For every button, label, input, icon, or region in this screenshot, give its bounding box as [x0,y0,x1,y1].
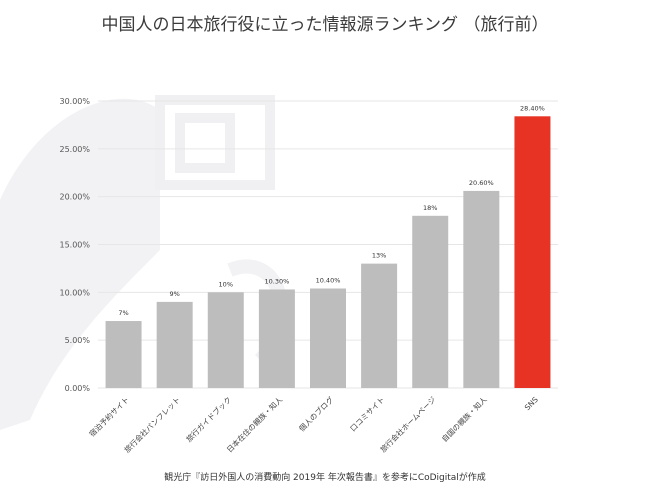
category-label: 旅行会社ホームページ [378,394,438,454]
bar [156,301,193,388]
data-label: 7% [118,309,128,317]
data-label: 20.60% [469,179,494,187]
bar [412,215,449,388]
category-label: 自国の親族・知人 [439,394,489,444]
bars [105,116,551,388]
category-label: 旅行会社パンフレット [122,394,182,454]
watermark-square-outer [155,95,275,190]
bar [258,289,295,388]
y-tick-label: 5.00% [65,336,91,345]
watermark-blob [0,98,160,430]
bar [361,263,398,388]
y-tick-label: 0.00% [65,384,91,393]
bar [207,292,244,388]
bar [310,288,346,388]
bar [514,116,551,388]
y-tick-label: 25.00% [59,145,90,154]
data-label: 10.40% [316,277,341,285]
data-label: 28.40% [520,104,545,112]
data-label: 18% [423,204,437,212]
y-tick-label: 30.00% [59,97,90,106]
data-labels: 7% 9% 10% 10.30% 10.40% 13% 18% 20.60% 28.40% [118,104,544,317]
category-label: 個人のブログ [297,394,336,433]
category-label: 宿泊予約サイト [87,394,131,438]
y-tick-label: 15.00% [59,241,90,250]
category-label: 口コミサイト [348,395,386,433]
category-label: SNS [523,395,540,412]
category-label: 日本在住の親族・知人 [224,394,284,454]
chart-title: 中国人の日本旅行役に立った情報源ランキング （旅行前） [101,15,549,35]
y-tick-label: 10.00% [59,288,90,297]
data-label: 10.30% [264,277,289,285]
data-label: 13% [372,252,386,260]
data-label: 10% [219,280,233,288]
y-tick-label: 20.00% [59,193,90,202]
data-label: 9% [170,290,180,298]
bar [105,321,142,388]
bar [463,190,500,388]
source-note: 観光庁『訪日外国人の消費動向 2019年 年次報告書』を参考にCoDigital… [164,473,486,483]
y-axis-tick-labels: 0.00% 5.00% 10.00% 15.00% 20.00% 25.00% 30.00% [59,97,90,393]
watermark-square-inner [175,113,235,173]
category-label: 旅行ガイドブック [184,394,233,443]
